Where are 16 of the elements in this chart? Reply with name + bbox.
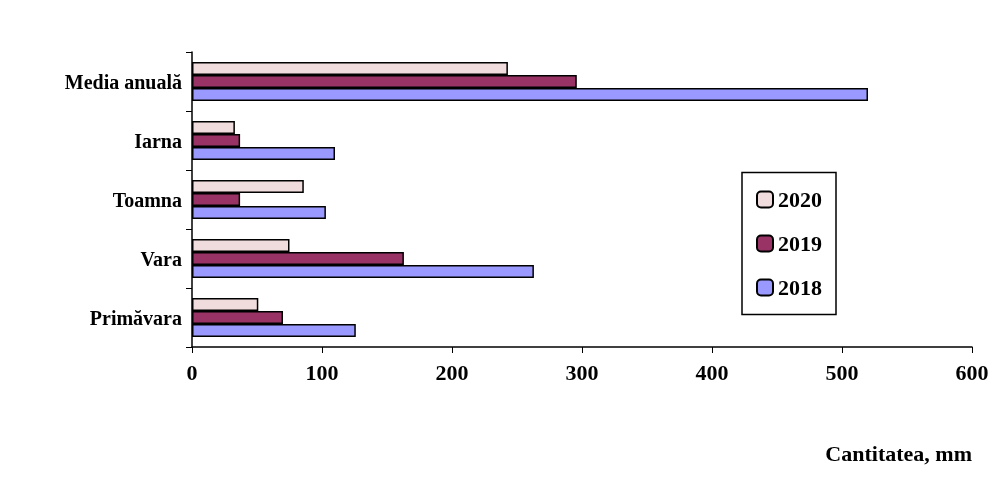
x-tick-label: 100 [305, 359, 339, 385]
y-tick-label: Iarna [134, 129, 182, 152]
x-tick-label: 500 [825, 359, 859, 385]
legend-label: 2018 [778, 275, 822, 300]
legend-label: 2019 [778, 231, 822, 256]
legend-label: 2020 [778, 187, 822, 212]
x-tick-label: 0 [186, 359, 198, 385]
x-axis-title: Cantitatea, mm [825, 440, 972, 466]
x-tick-label: 400 [695, 359, 729, 385]
y-tick-label: Toamna [112, 188, 182, 211]
x-tick-label: 600 [955, 359, 989, 385]
x-tick-label: 300 [565, 359, 599, 385]
y-tick-label: Vara [140, 247, 182, 270]
y-tick-label: Primăvara [89, 306, 182, 329]
y-tick-label: Media anuală [64, 70, 182, 93]
x-tick-label: 200 [435, 359, 469, 385]
